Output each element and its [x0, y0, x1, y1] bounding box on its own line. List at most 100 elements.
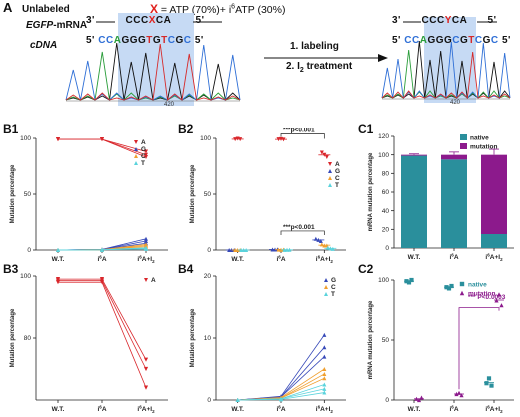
- data-point: [143, 385, 149, 390]
- mrna-base-0: C: [125, 15, 134, 26]
- legend-label-A: A: [151, 277, 156, 284]
- data-point: [322, 367, 327, 371]
- x-tick-label: W.T.: [52, 406, 65, 413]
- x-tick-label: i6A: [97, 255, 106, 264]
- data-point: [235, 398, 240, 402]
- legend-label-C: C: [141, 153, 146, 160]
- data-point: [328, 162, 332, 166]
- data-point: [144, 239, 148, 244]
- cdna-base-6: T: [146, 35, 153, 46]
- data-point: [489, 383, 494, 388]
- data-point: [324, 292, 328, 296]
- data-point: [328, 169, 332, 173]
- y-tick-label: 20: [204, 273, 212, 280]
- data-point: [459, 281, 465, 287]
- x-tick-label: W.T.: [231, 406, 244, 413]
- data-point: [322, 390, 327, 395]
- panel-b3-label: B3: [3, 262, 19, 276]
- y-tick-label: 100: [378, 152, 389, 159]
- cdna-label: cDNA: [30, 40, 58, 51]
- x-tick-label: i6A+I2: [316, 405, 334, 415]
- y-axis-label: Mutation percentage: [10, 308, 16, 367]
- y-tick-label: 40: [382, 208, 390, 215]
- y-tick-label: 100: [20, 273, 31, 280]
- right-cdna-base-6: C: [452, 35, 461, 46]
- cdna-base-1: C: [105, 35, 114, 46]
- significance-bracket-top: [280, 133, 325, 139]
- data-point: [322, 376, 327, 381]
- cdna-base-3: G: [121, 35, 130, 46]
- right-cdna-base-7: G: [460, 35, 469, 46]
- data-point: [144, 149, 148, 154]
- right-mrna-bases: CCCYCA: [422, 15, 467, 26]
- mrna-label: EGFP-mRNA: [26, 20, 87, 31]
- chart-b1: 0 50 100 Mutation percentage W.T. i6A i6A+I2 AG…: [10, 135, 168, 264]
- data-point: [322, 382, 327, 387]
- data-point: [99, 280, 105, 285]
- data-point: [328, 183, 332, 187]
- series-line-A: [58, 278, 147, 360]
- x-tick-label: i6A+I2: [485, 253, 503, 263]
- mrna-base-x: X: [148, 15, 156, 26]
- mrna-base-1: C: [133, 15, 141, 26]
- data-point: [496, 292, 502, 297]
- trace-position-right: 420: [450, 100, 461, 106]
- data-point: [134, 154, 138, 158]
- right-cdna-base-5: G: [444, 35, 453, 46]
- bar-mutation: [481, 154, 507, 234]
- y-tick-label: 20: [382, 227, 390, 234]
- legend-label-G: G: [141, 146, 146, 153]
- data-point: [144, 246, 148, 251]
- x-def-sup: 6: [231, 3, 236, 11]
- legend-label-T: T: [141, 160, 145, 167]
- left-shade: [118, 13, 194, 106]
- y-tick-label: 100: [200, 135, 211, 142]
- bar-native: [401, 155, 427, 248]
- right-cdna-base-4: G: [435, 35, 444, 46]
- data-point: [144, 152, 148, 157]
- x-tick-label: i6A+I2: [137, 405, 155, 415]
- y-tick-label: 50: [204, 191, 212, 198]
- data-point: [328, 176, 332, 180]
- legend-label-native: native: [468, 282, 487, 289]
- series-line-G: [237, 334, 325, 401]
- right-cdna-3prime: 5': [501, 35, 511, 46]
- y-tick-label: 80: [382, 171, 390, 178]
- panel-b2-label: B2: [178, 122, 194, 136]
- mrna-prefix: EGFP: [26, 20, 54, 31]
- y-axis-label: Mutation percentage: [10, 164, 16, 223]
- legend-swatch-native: [460, 134, 467, 140]
- right-mrna-base-r1: A: [459, 15, 467, 26]
- mrna-base-r0: C: [155, 15, 164, 26]
- x-tick-label: W.T.: [408, 254, 421, 261]
- data-point: [322, 371, 327, 376]
- right-mrna-base-1: C: [429, 15, 437, 26]
- data-point: [134, 161, 138, 165]
- mrna-bases: CCCXCA: [126, 15, 171, 26]
- x-tick-label: i6A: [276, 255, 285, 264]
- y-tick-label: 80: [24, 335, 32, 342]
- panel-c1-label: C1: [358, 122, 374, 136]
- panel-b1-label: B1: [3, 122, 19, 136]
- legend-label-T: T: [331, 291, 335, 298]
- y-axis-label: mRNA mutation percentage: [368, 152, 374, 231]
- legend-label-C: C: [331, 284, 336, 291]
- data-point: [324, 278, 328, 282]
- legend-label-mutation: mutation: [468, 291, 495, 298]
- cdna-base-4: G: [129, 35, 138, 46]
- right-cdna-base-1: C: [411, 35, 420, 46]
- bar-mutation: [401, 154, 427, 156]
- mrna-suffix: -mRNA: [53, 20, 88, 31]
- y-tick-label: 60: [382, 189, 390, 196]
- y-tick-label: 10: [204, 335, 212, 342]
- legend-label-G: G: [335, 168, 340, 175]
- trace-3: [381, 51, 511, 100]
- data-point: [486, 376, 492, 381]
- right-mrna-base-y: Y: [444, 15, 452, 26]
- data-point: [322, 354, 327, 359]
- trace-3: [65, 43, 241, 101]
- x-marker: X: [150, 2, 159, 16]
- chart-b2: 0 50 100 Mutation percentage W.T. i6A i6A+I2 **…: [190, 128, 346, 264]
- y-axis-label: Mutation percentage: [190, 308, 196, 367]
- y-tick-label: 50: [382, 337, 390, 344]
